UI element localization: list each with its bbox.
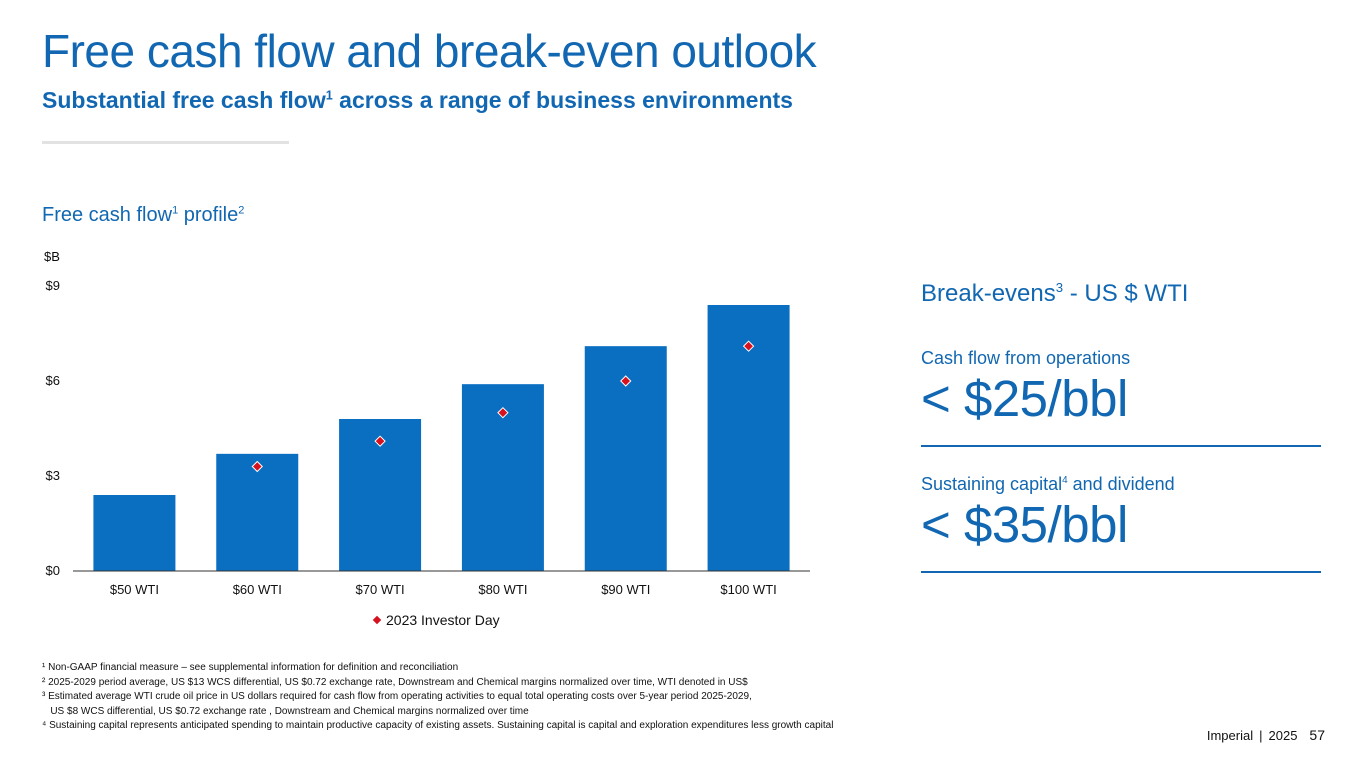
y-tick-label: $3 (46, 468, 60, 483)
footnote-3: ³ Estimated average WTI crude oil price … (42, 691, 752, 702)
breakevens-title-text: Break-evens (921, 280, 1056, 307)
breakevens-panel: Break-evens3 - US $ WTI Cash flow from o… (921, 280, 1321, 573)
footnote-1: ¹ Non-GAAP financial measure – see suppl… (42, 662, 459, 673)
y-axis-unit-label: $B (44, 249, 60, 264)
bar-0 (93, 495, 176, 571)
x-tick-label: $100 WTI (720, 582, 776, 597)
chart-title-text-end: profile (178, 204, 239, 226)
footnote-3-continued: US $8 WCS differential, US $0.72 exchang… (42, 705, 529, 717)
x-tick-label: $70 WTI (356, 582, 405, 597)
footnote-2: ² 2025-2029 period average, US $13 WCS d… (42, 676, 748, 688)
diamond-marker-icon (372, 615, 382, 625)
subtitle-footnote-ref: 1 (325, 88, 333, 103)
footer-company: Imperial (1206, 728, 1254, 743)
x-tick-label: $50 WTI (110, 582, 159, 597)
page-title: Free cash flow and break-even outlook (42, 25, 817, 77)
breakevens-footnote-ref: 3 (1055, 280, 1064, 295)
footnotes: ¹ Non-GAAP financial measure – see suppl… (42, 661, 833, 734)
breakeven-divider-2 (921, 571, 1321, 573)
footnote-4: ⁴ Sustaining capital represents anticipa… (42, 720, 834, 731)
breakeven-divider-1 (921, 445, 1321, 447)
chart-title-text: Free cash flow (42, 204, 173, 226)
breakeven-footnote-ref: 4 (1062, 475, 1068, 486)
breakeven-value-cfo: < $25/bbl (921, 370, 1128, 427)
x-tick-label: $90 WTI (601, 582, 650, 597)
investor-day-marker (374, 435, 386, 447)
breakevens-title: Break-evens3 - US $ WTI (921, 280, 1321, 308)
breakeven-label-text-end: and dividend (1067, 474, 1175, 494)
bar-1 (216, 453, 299, 571)
footer-year: 2025 (1268, 728, 1298, 743)
breakeven-value-sustaining: < $35/bbl (921, 496, 1128, 553)
legend-label: 2023 Investor Day (386, 612, 500, 628)
investor-day-marker (620, 375, 632, 387)
y-tick-label: $0 (46, 563, 60, 578)
breakeven-label-text: Sustaining capital (921, 474, 1063, 494)
breakevens-title-text-end: - US $ WTI (1063, 280, 1189, 307)
title-divider (42, 141, 289, 144)
breakeven-label-text: Cash flow from operations (921, 348, 1131, 368)
page-number: 57 (1309, 727, 1325, 743)
chart-title-footnote-ref-2: 2 (238, 204, 245, 217)
investor-day-marker (497, 406, 509, 419)
investor-day-marker (742, 340, 755, 352)
footer-separator: | (1259, 728, 1263, 743)
y-tick-label: $6 (46, 373, 60, 388)
page-footer: Imperial | 2025 57 (1207, 727, 1325, 743)
chart-legend: 2023 Investor Day (372, 612, 500, 628)
breakeven-label-cfo: Cash flow from operations (921, 348, 1321, 369)
breakeven-label-sustaining: Sustaining capital4 and dividend (921, 474, 1321, 495)
investor-day-marker (251, 460, 263, 473)
x-tick-label: $80 WTI (478, 582, 527, 597)
free-cash-flow-chart: $0 $3 $6 $9 $50 WTI $60 WTI $70 WTI $80 WTI $90 … (46, 278, 810, 597)
x-tick-label: $60 WTI (233, 582, 282, 597)
subtitle-text: Substantial free cash flow (42, 87, 326, 113)
chart-title-footnote-ref-1: 1 (172, 204, 179, 217)
chart-title: Free cash flow1 profile2 (42, 204, 244, 227)
y-tick-label: $9 (46, 278, 60, 293)
subtitle-text-end: across a range of business environments (332, 87, 793, 113)
page-subtitle: Substantial free cash flow1 across a ran… (42, 87, 793, 114)
